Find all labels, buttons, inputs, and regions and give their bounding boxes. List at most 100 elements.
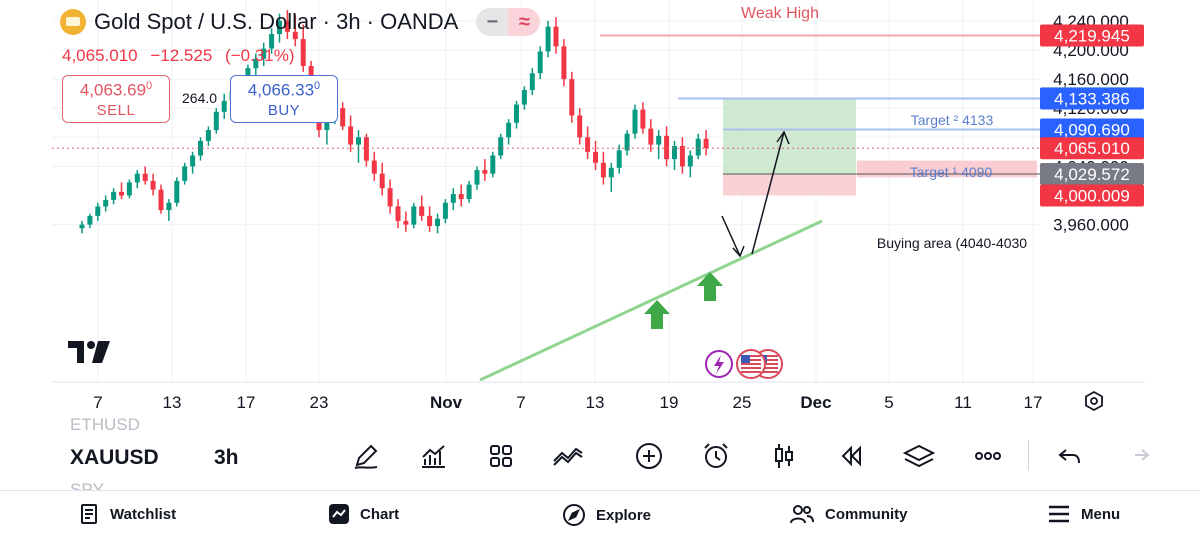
sell-button[interactable]: 4,063.690 SELL [62,75,170,123]
buying-area-box [857,160,1037,178]
drawing-tool-pen-icon[interactable] [346,436,386,476]
undo-icon[interactable] [1050,436,1090,476]
symbol-title[interactable]: Gold Spot / U.S. Dollar · 3h · OANDA [94,9,459,34]
alarm-clock-icon[interactable] [696,436,736,476]
price-label-bg [1040,118,1144,141]
candle-body [198,140,203,156]
nav-community[interactable]: Community [789,503,908,525]
time-axis-tick: 5 [884,393,893,412]
candle-body [577,115,583,138]
replay-icon[interactable] [831,436,871,476]
candle-body [182,166,188,181]
projection-arrowhead-up [776,130,790,145]
spread-value: 264.0 [182,90,218,106]
sell-price: 4,063.69 [79,80,147,100]
chart-annotation: Weak High [741,5,819,22]
sell-price-sup: 0 [146,80,153,92]
buy-price: 4,066.33 [247,80,315,100]
flag-stripe [741,359,761,361]
chart-grid [52,0,1040,382]
time-axis: 7 13 17 23 Nov 7 13 19 25 Dec 5 11 17 [52,381,1145,412]
flag-canton [741,355,750,363]
flag-stripe [741,355,761,357]
candle [569,71,575,123]
candle-body [119,191,124,196]
time-axis-tick: 19 [660,393,679,412]
price-label-text: 4,029.572 [1054,165,1130,184]
symbol-picker[interactable]: XAUUSD [70,446,159,469]
more-icon[interactable] [968,436,1008,476]
candle [221,93,227,120]
sell-label: SELL [96,101,136,119]
candle [213,108,219,134]
layers-icon[interactable] [899,436,939,476]
candle [616,144,622,174]
candle-body [403,220,409,225]
price-label-text: 4,133.386 [1054,89,1130,108]
candle [300,24,306,72]
time-axis-tick: 13 [163,393,182,412]
candle-body [545,26,551,52]
candle [585,126,591,160]
price-label-text: 4,219.945 [1054,26,1130,45]
time-axis-tick: 17 [1024,393,1043,412]
community-icon [790,505,814,524]
candle-body [419,206,425,216]
candlestick-series [79,9,709,234]
chart-header: Gold Spot / U.S. Dollar · 3h · OANDA − ≈ [60,8,541,36]
candle [142,166,148,185]
chart-settings-icon[interactable] [1085,390,1103,412]
candle-body [687,155,693,167]
candle [174,177,180,207]
candle [537,46,543,80]
timeframe-picker[interactable]: 3h [214,446,239,469]
bottom-navigation: Watchlist Chart Explore Community Menu [0,490,1200,540]
wave-icon[interactable]: ≈ [508,8,541,36]
candle [498,133,504,160]
candle-body [142,173,148,181]
time-axis-tick: 11 [954,393,972,412]
candle-type-icon[interactable] [764,436,804,476]
next-symbol[interactable]: SPY [70,480,105,490]
candle [277,13,282,43]
redo-icon[interactable] [1118,436,1158,476]
nav-explore[interactable]: Explore [562,503,651,527]
time-axis-tick: 7 [516,393,525,412]
candle [403,211,409,232]
minus-icon[interactable]: − [476,8,509,36]
candle-body [624,133,630,151]
candle-body [269,33,275,49]
projection-arrowhead-down [732,245,745,258]
candle [577,108,583,145]
candle-body [300,39,306,67]
chart-annotation: Target ² 4133 [911,112,994,128]
price-label-bg [1040,87,1144,110]
nav-menu[interactable]: Menu [1047,503,1120,525]
nav-chart[interactable]: Chart [328,503,399,525]
green-up-arrow-icon [644,300,670,329]
price-axis-label: 4,090.690 [1040,118,1144,141]
add-plus-icon[interactable] [629,436,669,476]
candle-body [616,150,622,168]
buy-button[interactable]: 4,066.330 BUY [230,75,338,123]
chart-annotation: Target ¹ 4090 [910,164,993,180]
flag-stripe [741,367,761,369]
layout-grid-icon[interactable] [481,436,521,476]
candle-body [632,109,638,134]
nav-watchlist[interactable]: Watchlist [78,503,176,525]
indicators-icon[interactable] [413,436,453,476]
compare-icon[interactable] [548,436,588,476]
buy-price-sup: 0 [314,80,321,92]
nav-menu-label: Menu [1081,505,1121,523]
price-chart[interactable]: Weak High Target ² 4133 Target ¹ 4090 Buyin… [0,0,1200,420]
candle [687,150,693,178]
candle [435,213,440,234]
price-label-bg [1040,162,1144,185]
candle [593,140,598,171]
prev-symbol[interactable]: ETHUSD [70,415,140,434]
candle-body [703,138,709,149]
candle-body [284,20,290,32]
candle-body [158,189,164,211]
candle-body [569,79,575,116]
candle [371,151,377,181]
